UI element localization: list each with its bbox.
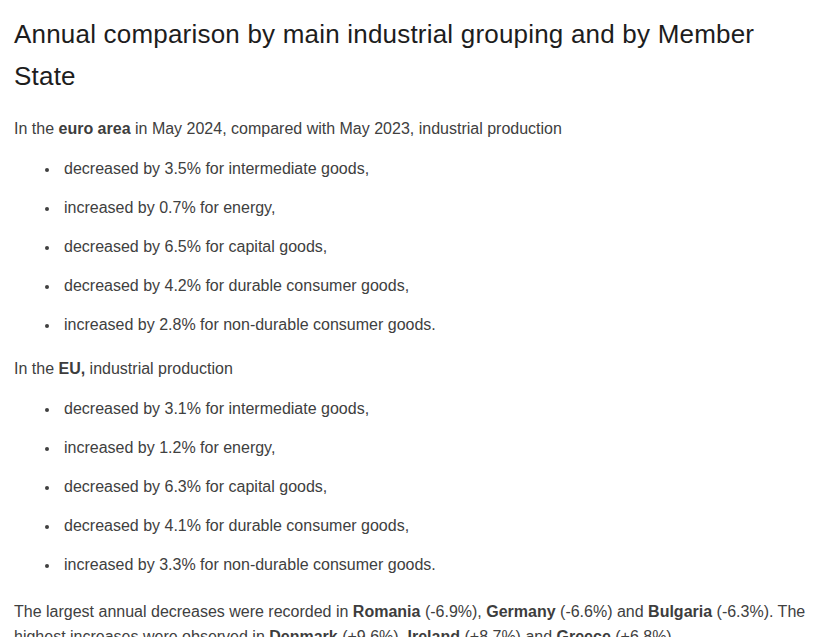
- intro-text-post: industrial production: [85, 360, 233, 377]
- intro-paragraph-eu: In the EU, industrial production: [14, 357, 819, 381]
- list-item: decreased by 3.1% for intermediate goods…: [60, 397, 819, 421]
- summary-text: (-6.9%),: [420, 603, 486, 620]
- bold-term-euro-area: euro area: [58, 120, 130, 137]
- country-name: Denmark: [269, 628, 337, 637]
- list-item: increased by 2.8% for non-durable consum…: [60, 313, 819, 337]
- intro-text-pre: In the: [14, 120, 58, 137]
- intro-paragraph-euro-area: In the euro area in May 2024, compared w…: [14, 117, 819, 141]
- list-item: decreased by 6.5% for capital goods,: [60, 235, 819, 259]
- intro-text-pre: In the: [14, 360, 58, 377]
- list-item: increased by 0.7% for energy,: [60, 196, 819, 220]
- country-name: Romania: [353, 603, 421, 620]
- summary-text: (+9.6%),: [338, 628, 408, 637]
- summary-text: (+8.7%) and: [460, 628, 557, 637]
- list-item: increased by 3.3% for non-durable consum…: [60, 553, 819, 577]
- country-name: Bulgaria: [648, 603, 712, 620]
- country-name: Ireland: [408, 628, 460, 637]
- list-item: decreased by 4.1% for durable consumer g…: [60, 514, 819, 538]
- list-item: decreased by 4.2% for durable consumer g…: [60, 274, 819, 298]
- bold-term-eu: EU,: [58, 360, 85, 377]
- list-item: decreased by 3.5% for intermediate goods…: [60, 157, 819, 181]
- article-section: Annual comparison by main industrial gro…: [0, 0, 831, 637]
- country-name: Greece: [557, 628, 611, 637]
- summary-paragraph: The largest annual decreases were record…: [14, 600, 819, 637]
- bullet-list-euro-area: decreased by 3.5% for intermediate goods…: [14, 157, 819, 337]
- summary-text: The largest annual decreases were record…: [14, 603, 353, 620]
- country-name: Germany: [486, 603, 555, 620]
- page-title: Annual comparison by main industrial gro…: [14, 14, 819, 97]
- intro-text-post: in May 2024, compared with May 2023, ind…: [131, 120, 562, 137]
- summary-text: (+6.8%).: [611, 628, 676, 637]
- summary-text: (-6.6%) and: [556, 603, 648, 620]
- list-item: increased by 1.2% for energy,: [60, 436, 819, 460]
- bullet-list-eu: decreased by 3.1% for intermediate goods…: [14, 397, 819, 577]
- list-item: decreased by 6.3% for capital goods,: [60, 475, 819, 499]
